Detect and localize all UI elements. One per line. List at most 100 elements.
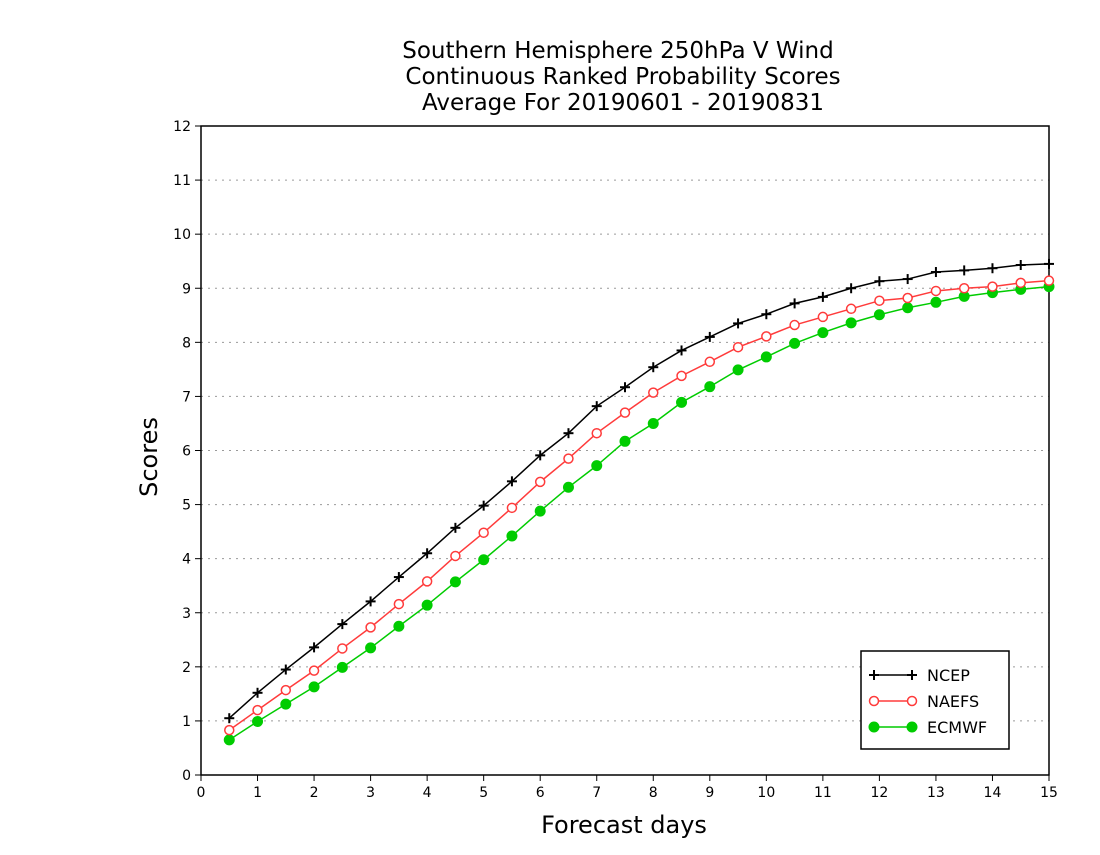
series-ncep bbox=[224, 258, 1054, 724]
data-point-ncep bbox=[224, 713, 235, 724]
data-point-ncep bbox=[987, 263, 998, 274]
legend: NCEP NAEFS ECMWF bbox=[860, 650, 1010, 750]
data-point-naefs bbox=[224, 724, 235, 736]
y-tick-label: 12 bbox=[173, 119, 191, 135]
data-point-ecmwf bbox=[506, 530, 518, 542]
data-point-naefs bbox=[563, 453, 574, 464]
data-point-naefs bbox=[648, 387, 659, 398]
data-point-naefs bbox=[874, 295, 885, 306]
data-point-naefs bbox=[1015, 277, 1026, 289]
data-point-ecmwf bbox=[676, 396, 688, 408]
data-point-naefs bbox=[845, 303, 857, 315]
x-tick-label: 4 bbox=[423, 785, 432, 801]
x-tick-label: 15 bbox=[1040, 785, 1058, 801]
legend-entry-ncep: NCEP bbox=[869, 666, 970, 685]
data-point-naefs bbox=[789, 319, 800, 331]
data-point-ncep bbox=[563, 428, 574, 439]
data-point-ecmwf bbox=[619, 435, 631, 447]
data-point-naefs bbox=[987, 281, 998, 292]
data-point-naefs bbox=[619, 407, 631, 418]
x-tick-label: 3 bbox=[366, 785, 375, 801]
legend-marker bbox=[906, 721, 918, 733]
legend-label: ECMWF bbox=[927, 718, 987, 737]
data-point-ncep bbox=[478, 500, 489, 511]
data-point-ecmwf bbox=[280, 698, 292, 710]
data-point-ecmwf bbox=[336, 661, 348, 673]
x-tick-label: 8 bbox=[649, 785, 658, 801]
series-ecmwf bbox=[223, 281, 1055, 746]
x-tick-label: 6 bbox=[536, 785, 545, 801]
y-tick-label: 6 bbox=[182, 444, 191, 460]
y-tick-label: 8 bbox=[182, 335, 191, 351]
x-tick-label: 1 bbox=[253, 785, 262, 801]
data-point-naefs bbox=[421, 576, 433, 587]
data-point-ecmwf bbox=[252, 715, 264, 727]
x-tick-label: 13 bbox=[927, 785, 945, 801]
data-point-ecmwf bbox=[902, 302, 914, 314]
data-point-naefs bbox=[761, 331, 772, 342]
data-point-ncep bbox=[591, 401, 602, 412]
y-tick-label: 4 bbox=[182, 552, 191, 568]
data-point-ncep bbox=[1044, 258, 1054, 269]
data-point-naefs bbox=[252, 704, 263, 716]
title-line-3: Average For 20190601 - 20190831 bbox=[422, 90, 824, 116]
data-point-ncep bbox=[789, 298, 800, 309]
title-line-1: Southern Hemisphere 250hPa V Wind bbox=[402, 38, 833, 64]
data-point-ecmwf bbox=[562, 481, 574, 493]
data-point-naefs bbox=[337, 643, 348, 654]
series-line-ncep bbox=[228, 263, 1050, 719]
x-tick-label: 10 bbox=[757, 785, 775, 801]
x-tick-label: 7 bbox=[592, 785, 601, 801]
data-point-ecmwf bbox=[449, 576, 461, 588]
legend-entry-ecmwf: ECMWF bbox=[868, 718, 987, 737]
data-point-ncep bbox=[422, 548, 433, 559]
data-point-naefs bbox=[393, 598, 405, 610]
y-tick-label: 1 bbox=[182, 714, 191, 730]
y-tick-label: 0 bbox=[182, 768, 191, 784]
legend-entry-naefs: NAEFS bbox=[868, 692, 979, 711]
data-point-ecmwf bbox=[845, 317, 857, 329]
data-point-naefs bbox=[506, 502, 518, 514]
data-point-naefs bbox=[308, 665, 320, 676]
data-point-ecmwf bbox=[393, 620, 405, 632]
data-point-ecmwf bbox=[534, 505, 546, 517]
data-point-ncep bbox=[704, 331, 715, 342]
chart-title: Southern Hemisphere 250hPa V Wind Contin… bbox=[402, 38, 840, 116]
data-point-ncep bbox=[1015, 259, 1026, 270]
x-tick-label: 9 bbox=[705, 785, 714, 801]
data-point-naefs bbox=[732, 341, 744, 353]
data-point-ecmwf bbox=[760, 351, 772, 363]
data-point-ncep bbox=[902, 274, 913, 285]
y-tick-label: 5 bbox=[182, 498, 191, 514]
data-point-ncep bbox=[733, 318, 744, 329]
data-point-ncep bbox=[676, 345, 687, 356]
data-point-ecmwf bbox=[647, 417, 659, 429]
y-axis-label: Scores bbox=[135, 417, 163, 497]
data-point-ncep bbox=[337, 619, 348, 630]
data-point-naefs bbox=[478, 527, 489, 538]
legend-marker bbox=[906, 695, 918, 707]
data-point-ncep bbox=[365, 596, 376, 607]
x-axis-label: Forecast days bbox=[541, 811, 707, 839]
x-tick-label: 2 bbox=[310, 785, 319, 801]
data-point-ncep bbox=[761, 309, 772, 320]
data-point-ecmwf bbox=[421, 599, 433, 611]
data-point-naefs bbox=[676, 370, 687, 382]
data-point-ncep bbox=[874, 276, 885, 287]
data-point-ncep bbox=[648, 362, 659, 373]
data-point-ecmwf bbox=[223, 734, 235, 746]
legend-marker bbox=[907, 670, 917, 680]
data-point-ecmwf bbox=[789, 337, 801, 349]
data-point-naefs bbox=[704, 356, 716, 368]
data-point-ecmwf bbox=[930, 296, 942, 308]
data-point-ncep bbox=[450, 522, 461, 533]
data-point-naefs bbox=[902, 292, 913, 304]
x-tick-label: 11 bbox=[814, 785, 832, 801]
grid-lines bbox=[201, 179, 1049, 722]
y-tick-label: 10 bbox=[173, 227, 191, 243]
data-point-ncep bbox=[252, 687, 263, 698]
x-tick-label: 14 bbox=[984, 785, 1002, 801]
data-point-ecmwf bbox=[817, 327, 829, 339]
